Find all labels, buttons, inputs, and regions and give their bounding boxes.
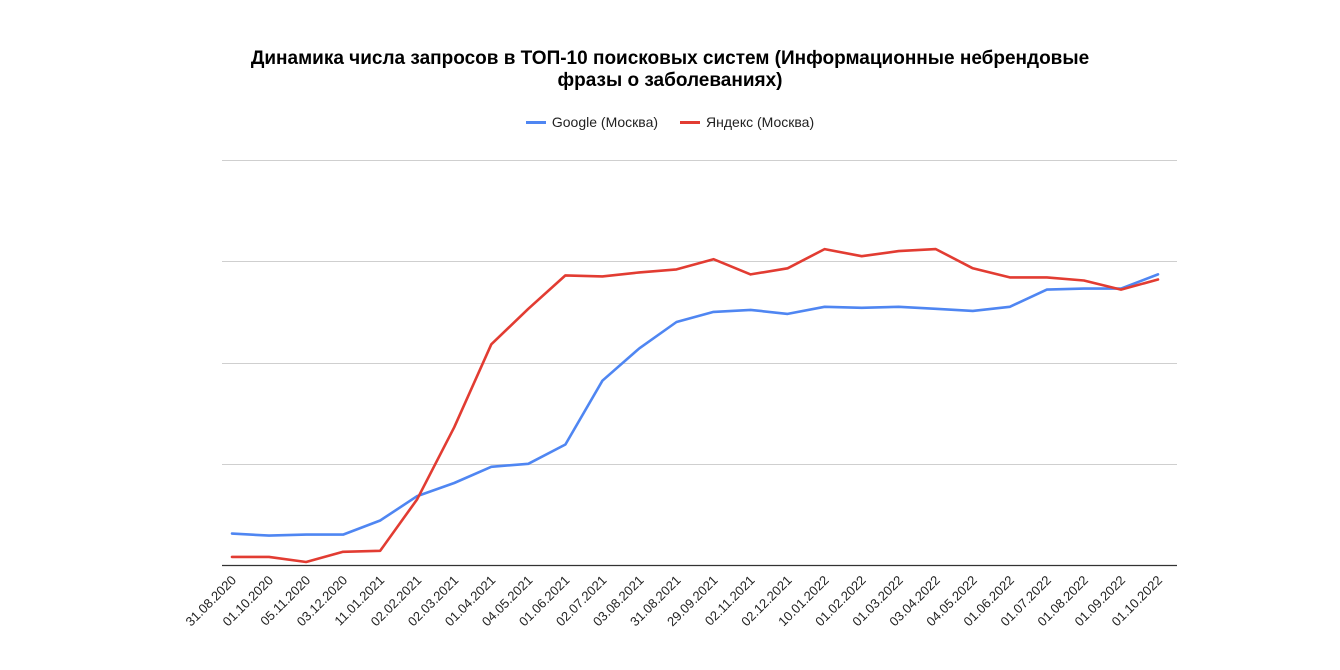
point-yandex-20[interactable] <box>970 265 976 271</box>
point-yandex-2[interactable] <box>303 559 309 565</box>
point-google-23[interactable] <box>1081 286 1087 292</box>
point-google-19[interactable] <box>933 306 939 312</box>
point-yandex-0[interactable] <box>229 554 235 560</box>
point-yandex-8[interactable] <box>525 306 531 312</box>
gridlines <box>222 160 1177 567</box>
point-google-17[interactable] <box>859 305 865 311</box>
chart-title-line-1: Динамика числа запросов в ТОП-10 поисков… <box>250 48 1090 69</box>
point-google-15[interactable] <box>785 311 791 317</box>
point-yandex-4[interactable] <box>377 548 383 554</box>
point-yandex-15[interactable] <box>785 265 791 271</box>
point-yandex-17[interactable] <box>859 253 865 259</box>
point-google-16[interactable] <box>822 304 828 310</box>
legend-item-yandex[interactable]: Яндекс (Москва) <box>680 114 814 130</box>
chart-title: Динамика числа запросов в ТОП-10 поисков… <box>0 48 1340 92</box>
point-yandex-25[interactable] <box>1155 277 1161 283</box>
point-yandex-16[interactable] <box>822 246 828 252</box>
point-yandex-9[interactable] <box>562 272 568 278</box>
point-google-6[interactable] <box>451 480 457 486</box>
legend-label-yandex: Яндекс (Москва) <box>706 114 815 130</box>
point-yandex-19[interactable] <box>933 246 939 252</box>
point-yandex-12[interactable] <box>674 266 680 272</box>
point-yandex-21[interactable] <box>1007 274 1013 280</box>
series-lines <box>229 246 1161 565</box>
point-yandex-11[interactable] <box>636 269 642 275</box>
point-yandex-1[interactable] <box>266 554 272 560</box>
point-yandex-14[interactable] <box>748 271 754 277</box>
point-google-11[interactable] <box>636 345 642 351</box>
series-line-yandex[interactable] <box>230 247 1160 564</box>
point-google-4[interactable] <box>377 518 383 524</box>
point-google-13[interactable] <box>711 309 717 315</box>
point-google-7[interactable] <box>488 464 494 470</box>
series-line-google[interactable] <box>230 273 1160 537</box>
point-yandex-6[interactable] <box>451 424 457 430</box>
point-google-9[interactable] <box>562 442 568 448</box>
point-google-0[interactable] <box>229 531 235 537</box>
point-google-21[interactable] <box>1007 304 1013 310</box>
point-yandex-24[interactable] <box>1118 287 1124 293</box>
legend-item-google[interactable]: Google (Москва) <box>525 114 659 130</box>
legend-swatch-google <box>525 120 546 124</box>
legend-label-google: Google (Москва) <box>551 114 659 130</box>
point-yandex-13[interactable] <box>711 256 717 262</box>
point-yandex-7[interactable] <box>488 341 494 347</box>
point-yandex-10[interactable] <box>599 273 605 279</box>
legend-swatch-yandex <box>680 120 701 124</box>
x-axis-tick-labels: 31.08.202001.10.202005.11.202003.12.2020… <box>182 573 1165 630</box>
point-yandex-5[interactable] <box>414 496 420 502</box>
point-yandex-18[interactable] <box>896 248 902 254</box>
chart-title-line-2: фразы о заболеваниях) <box>557 70 783 91</box>
point-yandex-23[interactable] <box>1081 278 1087 284</box>
point-google-12[interactable] <box>674 319 680 325</box>
point-google-10[interactable] <box>599 378 605 384</box>
point-google-1[interactable] <box>266 533 272 539</box>
point-yandex-3[interactable] <box>340 549 346 555</box>
point-google-14[interactable] <box>748 307 754 313</box>
point-google-20[interactable] <box>970 308 976 314</box>
point-google-2[interactable] <box>303 532 309 538</box>
point-google-8[interactable] <box>525 461 531 467</box>
point-google-3[interactable] <box>340 532 346 538</box>
point-yandex-22[interactable] <box>1044 274 1050 280</box>
point-google-22[interactable] <box>1044 287 1050 293</box>
point-google-18[interactable] <box>896 304 902 310</box>
chart-legend: Google (Москва) Яндекс (Москва) <box>0 114 1340 130</box>
